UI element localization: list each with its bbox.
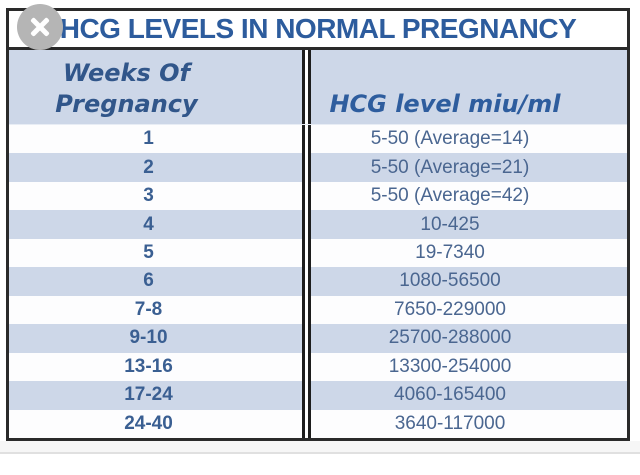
week-cell: 1 — [143, 128, 154, 150]
level-cell: 5-50 (Average=42) — [370, 185, 530, 207]
column-divider — [302, 50, 311, 124]
table-title-bar: HCG LEVELS IN NORMAL PREGNANCY — [9, 11, 627, 50]
header-weeks-line2: Pregnancy — [55, 90, 198, 118]
column-divider — [302, 181, 311, 211]
table-row: 13-16 13300-254000 — [9, 352, 627, 382]
level-cell: 4060-165400 — [394, 384, 506, 406]
week-cell: 13-16 — [124, 355, 173, 377]
column-divider — [302, 409, 311, 438]
table-row: 2 5-50 (Average=21) — [9, 153, 627, 182]
column-divider — [302, 381, 311, 410]
page-title: HCG LEVELS IN NORMAL PREGNANCY — [59, 13, 577, 44]
hcg-table: HCG LEVELS IN NORMAL PREGNANCY Weeks Of … — [6, 8, 630, 441]
table-row: 6 1080-56500 — [9, 267, 627, 296]
column-divider — [302, 210, 311, 239]
column-divider — [302, 352, 311, 382]
column-divider — [302, 295, 311, 325]
week-cell: 24-40 — [124, 412, 173, 434]
level-cell: 5-50 (Average=21) — [370, 156, 530, 178]
header-weeks-of-pregnancy: Weeks Of Pregnancy — [9, 50, 302, 124]
column-divider — [302, 267, 311, 296]
week-cell: 6 — [143, 270, 154, 292]
week-cell: 5 — [143, 242, 154, 264]
table-row: 17-24 4060-165400 — [9, 381, 627, 410]
week-cell: 2 — [143, 156, 154, 178]
close-button[interactable] — [17, 4, 63, 50]
table-header-row: Weeks Of Pregnancy HCG level miu/ml — [9, 50, 627, 125]
table-row: 1 5-50 (Average=14) — [9, 125, 627, 154]
close-icon — [17, 4, 63, 50]
level-cell: 7650-229000 — [394, 298, 506, 320]
header-hcg-level: HCG level miu/ml — [329, 90, 561, 118]
header-weeks-line1: Weeks Of — [63, 58, 190, 87]
week-cell: 17-24 — [124, 384, 173, 406]
week-cell: 4 — [143, 213, 154, 235]
level-cell: 1080-56500 — [399, 270, 501, 292]
column-divider — [302, 125, 311, 154]
week-cell: 7-8 — [134, 298, 163, 320]
table-row: 9-10 25700-288000 — [9, 324, 627, 353]
column-divider — [302, 153, 311, 182]
level-cell: 5-50 (Average=14) — [370, 128, 530, 150]
week-cell: 3 — [143, 185, 154, 207]
level-cell: 3640-117000 — [394, 412, 506, 434]
table-body: 1 5-50 (Average=14) 2 5-50 (Average=21) … — [9, 125, 627, 438]
table-row: 4 10-425 — [9, 210, 627, 239]
table-row: 3 5-50 (Average=42) — [9, 181, 627, 211]
level-cell: 13300-254000 — [388, 355, 512, 377]
week-cell: 9-10 — [129, 327, 168, 349]
level-cell: 19-7340 — [415, 242, 485, 264]
photo-edge-line — [0, 441, 640, 454]
level-cell: 25700-288000 — [388, 327, 512, 349]
table-row: 24-40 3640-117000 — [9, 409, 627, 438]
column-divider — [302, 324, 311, 353]
table-row: 7-8 7650-229000 — [9, 295, 627, 325]
level-cell: 10-425 — [420, 213, 480, 235]
table-row: 5 19-7340 — [9, 238, 627, 268]
column-divider — [302, 238, 311, 268]
